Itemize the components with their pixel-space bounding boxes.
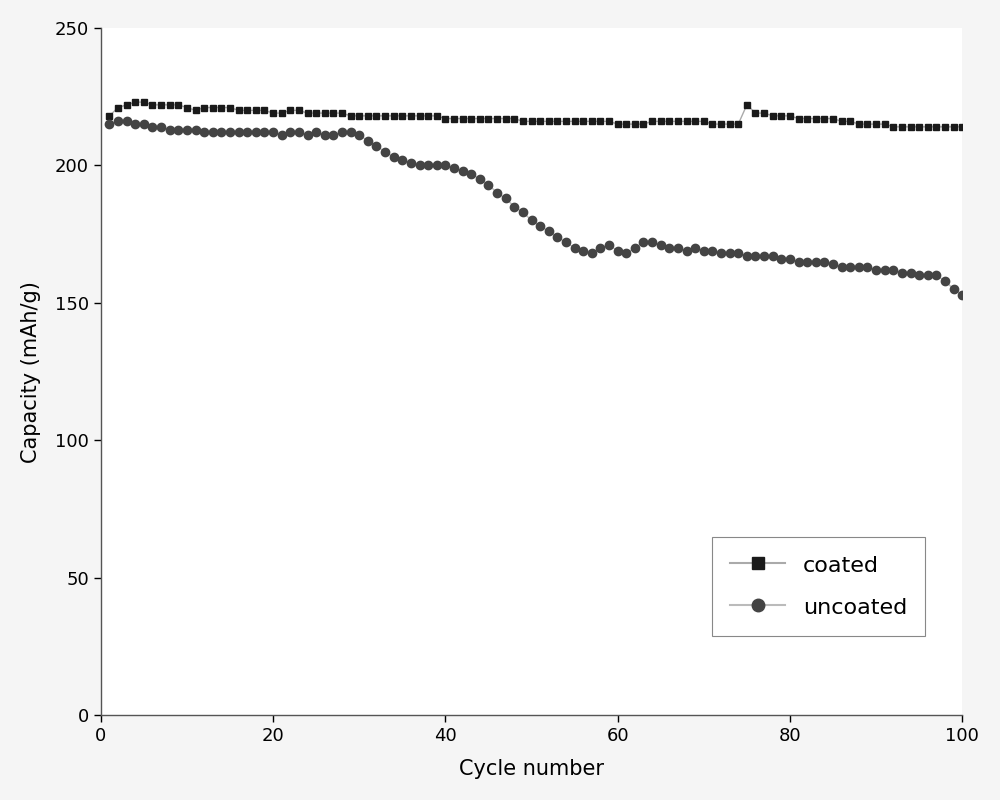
Y-axis label: Capacity (mAh/g): Capacity (mAh/g): [21, 281, 41, 462]
uncoated: [276, 130, 288, 140]
Line: uncoated: uncoated: [105, 117, 966, 299]
uncoated: [896, 268, 908, 278]
coated: [129, 98, 141, 107]
uncoated: [103, 119, 115, 129]
uncoated: [620, 249, 632, 258]
Legend: coated, uncoated: coated, uncoated: [712, 537, 925, 635]
uncoated: [551, 232, 563, 242]
uncoated: [310, 127, 322, 137]
coated: [103, 111, 115, 121]
Line: coated: coated: [106, 99, 965, 130]
coated: [956, 122, 968, 132]
coated: [551, 117, 563, 126]
coated: [905, 122, 917, 132]
uncoated: [112, 117, 124, 126]
uncoated: [956, 290, 968, 299]
coated: [887, 122, 899, 132]
coated: [310, 108, 322, 118]
uncoated: [922, 270, 934, 280]
X-axis label: Cycle number: Cycle number: [459, 759, 604, 779]
coated: [620, 119, 632, 129]
coated: [276, 108, 288, 118]
coated: [930, 122, 942, 132]
